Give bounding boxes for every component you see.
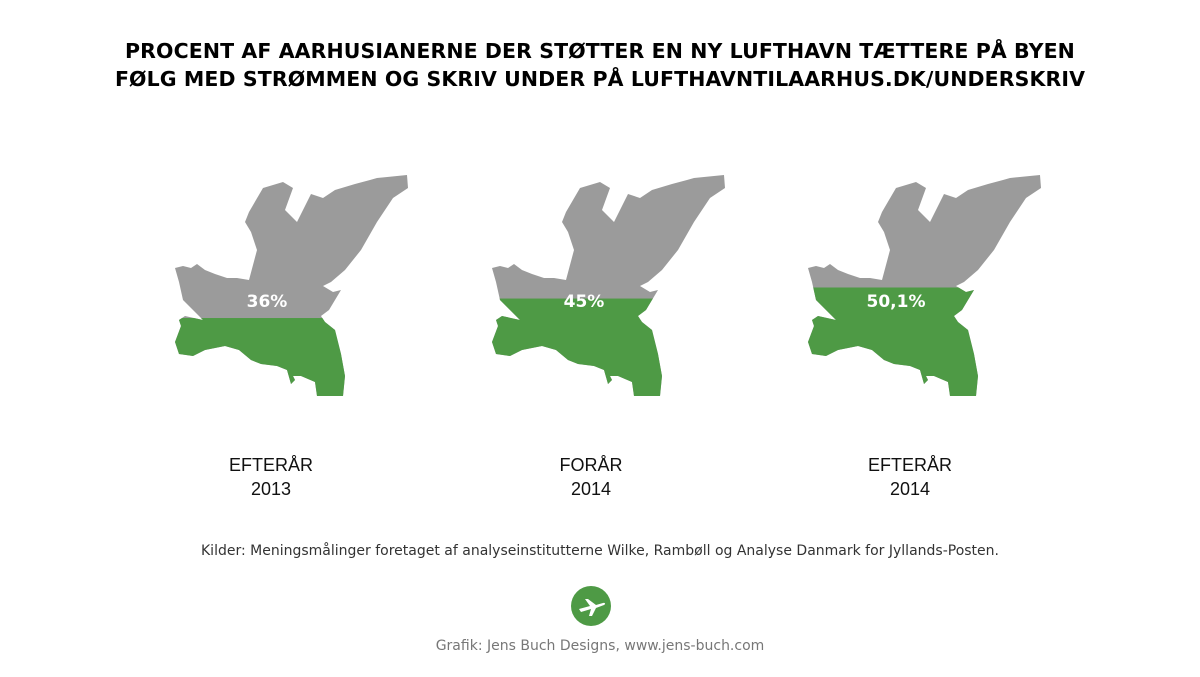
- category-season: EFTERÅR: [228, 455, 313, 475]
- value-fill-mark: [175, 318, 408, 396]
- source-note: Kilder: Meningsmålinger foretaget af ana…: [201, 543, 999, 559]
- category-label-2014-spring: FORÅR 2014: [491, 453, 691, 501]
- value-fill-mark: [492, 298, 725, 396]
- airplane-icon: [571, 586, 611, 626]
- map-panel-2014-autumn: [798, 170, 1058, 410]
- credit-line: Grafik: Jens Buch Designs, www.jens-buch…: [435, 638, 765, 654]
- category-year: 2014: [889, 479, 931, 499]
- category-label-2013-autumn: EFTERÅR 2013: [171, 453, 371, 501]
- data-label-2013-autumn: 36%: [246, 292, 288, 312]
- chart-subtitle: FØLG MED STRØMMEN OG SKRIV UNDER PÅ LUFT…: [114, 67, 1086, 91]
- data-label-2014-autumn: 50,1%: [866, 292, 926, 312]
- map-panel-2014-spring: [482, 170, 742, 410]
- category-year: 2013: [250, 479, 292, 499]
- map-gauge-svg: [175, 175, 408, 396]
- map-gauge-svg: [492, 175, 725, 396]
- map-panel-2013-autumn: [165, 170, 425, 410]
- category-label-2014-autumn: EFTERÅR 2014: [810, 453, 1010, 501]
- data-label-2014-spring: 45%: [563, 292, 605, 312]
- chart-title: PROCENT AF AARHUSIANERNE DER STØTTER EN …: [125, 39, 1075, 63]
- category-season: FORÅR: [559, 455, 623, 475]
- category-year: 2014: [570, 479, 612, 499]
- map-gauge-svg: [808, 175, 1041, 396]
- category-season: EFTERÅR: [867, 455, 952, 475]
